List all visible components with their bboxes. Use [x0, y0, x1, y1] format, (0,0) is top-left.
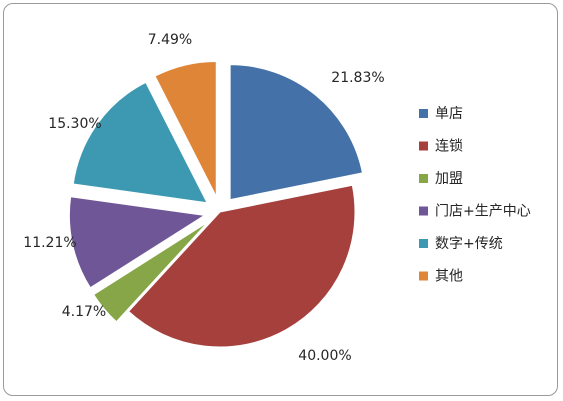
legend-label-2: 连锁	[435, 139, 463, 155]
pie-slice-6	[154, 60, 217, 197]
legend-swatch-5	[419, 239, 428, 248]
pie-slices	[68, 60, 364, 348]
legend-swatch-4	[419, 206, 428, 216]
data-label-6: 7.49%	[148, 32, 192, 48]
legend-swatch-1	[419, 109, 428, 118]
data-label-2: 40.00%	[298, 348, 351, 364]
legend-label-1: 单店	[435, 106, 463, 122]
data-label-3: 4.17%	[62, 304, 106, 320]
pie-slice-3	[93, 221, 209, 323]
data-label-1: 21.83%	[331, 70, 384, 86]
legend-label-4: 门店+生产中心	[435, 204, 531, 220]
pie-slice-4	[68, 196, 206, 289]
data-label-4: 11.21%	[23, 235, 76, 251]
legend-label-3: 加盟	[435, 171, 463, 187]
pie-data-labels: 21.83% 40.00% 4.17% 11.21% 15.30% 7.49%	[23, 32, 384, 364]
pie-slice-2	[127, 184, 356, 348]
legend-label-6: 其他	[435, 269, 463, 285]
legend-swatch-6	[419, 271, 428, 281]
legend-swatch-3	[419, 174, 428, 183]
legend-label-5: 数字+传统	[435, 236, 503, 252]
pie-slice-5	[72, 81, 208, 204]
legend-swatch-2	[419, 141, 428, 151]
data-label-5: 15.30%	[48, 116, 101, 132]
pie-slice-1	[229, 64, 364, 201]
